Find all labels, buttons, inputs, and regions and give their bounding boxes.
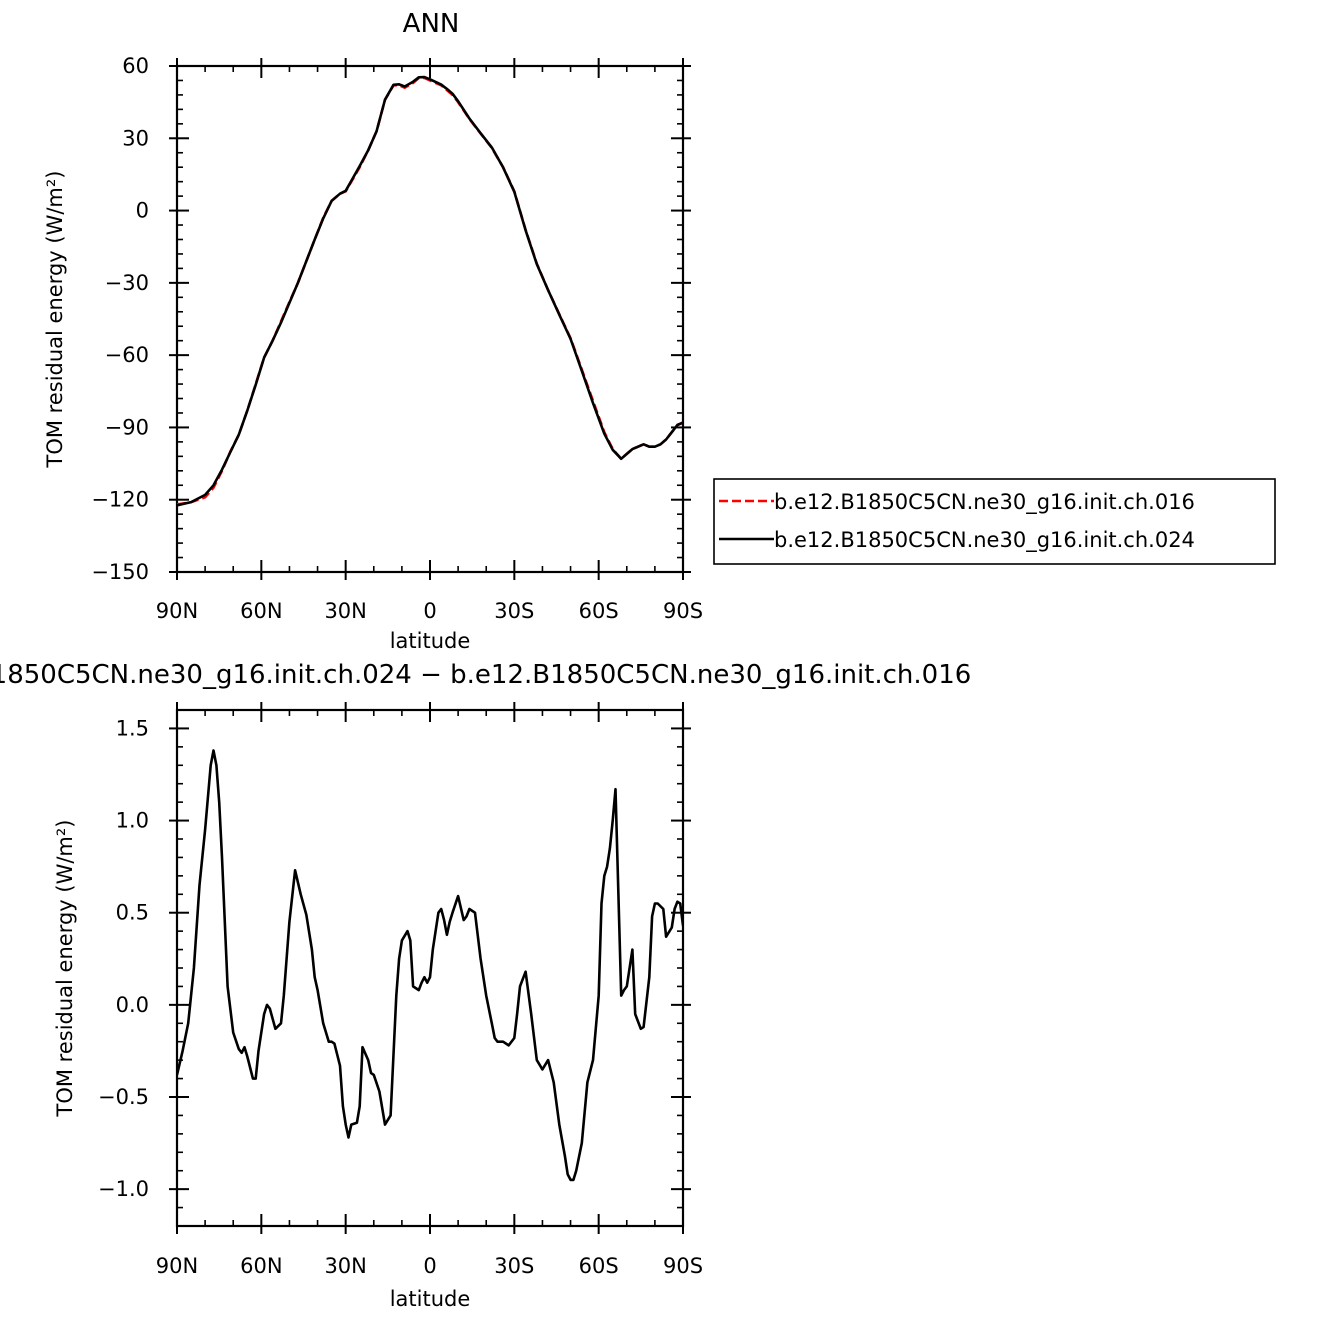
top-panel: 90N 60N 30N 0 30S 60S 90S −150 −120 −90 −60 −30 0 30 6… [43, 9, 1276, 653]
legend-label-1: b.e12.B1850C5CN.ne30_g16.init.ch.024 [774, 528, 1195, 553]
x-tick-label: 60N [240, 599, 282, 623]
x-tick-label: 90S [663, 1254, 703, 1278]
x-axis-label: latitude [390, 1287, 471, 1311]
series-line-1 [177, 75, 683, 507]
legend-label-0: b.e12.B1850C5CN.ne30_g16.init.ch.016 [774, 490, 1195, 515]
y-tick-label: 1.5 [116, 716, 149, 740]
x-tick-label: 90N [156, 599, 198, 623]
y-tick-label: 0.5 [116, 901, 149, 925]
x-tick-label: 60N [240, 1254, 282, 1278]
plot-frame [175, 64, 685, 574]
x-tick-label: 30S [494, 599, 534, 623]
x-tick-label: 60S [579, 599, 619, 623]
y-tick-label: 1.0 [116, 809, 149, 833]
x-tick-label: 90S [663, 599, 703, 623]
y-axis-label: TOM residual energy (W/m²) [43, 171, 67, 469]
bottom-panel: 90N 60N 30N 0 30S 60S 90S −1.0 −0.5 0.0 0.5 1.0 1.5 b… [0, 660, 971, 1311]
x-tick-label: 0 [423, 599, 436, 623]
x-tick-label: 30N [324, 1254, 366, 1278]
y-tick-label: −0.5 [98, 1085, 149, 1109]
x-tick-label: 60S [579, 1254, 619, 1278]
y-tick-label: 30 [122, 126, 149, 150]
x-tick-label: 30S [494, 1254, 534, 1278]
y-tick-label: −120 [91, 488, 149, 512]
y-tick-label: −150 [91, 560, 149, 584]
legend: b.e12.B1850C5CN.ne30_g16.init.ch.016 b.e1… [713, 478, 1276, 565]
y-axis-label: TOM residual energy (W/m²) [53, 820, 77, 1118]
series-line-0 [177, 749, 683, 1182]
x-tick-label: 0 [423, 1254, 436, 1278]
legend-box [713, 478, 1276, 565]
chart-title: ANN [403, 9, 460, 39]
chart-title: b.e12.B1850C5CN.ne30_g16.init.ch.024 − b… [0, 660, 971, 690]
x-axis-label: latitude [390, 629, 471, 653]
y-tick-label: 60 [122, 54, 149, 78]
y-tick-label: −90 [105, 415, 149, 439]
x-tick-label: 90N [156, 1254, 198, 1278]
x-tick-label: 30N [324, 599, 366, 623]
y-tick-label: 0.0 [116, 993, 149, 1017]
y-tick-label: −60 [105, 343, 149, 367]
y-tick-label: 0 [136, 199, 149, 223]
y-tick-label: −1.0 [98, 1177, 149, 1201]
y-tick-label: −30 [105, 271, 149, 295]
